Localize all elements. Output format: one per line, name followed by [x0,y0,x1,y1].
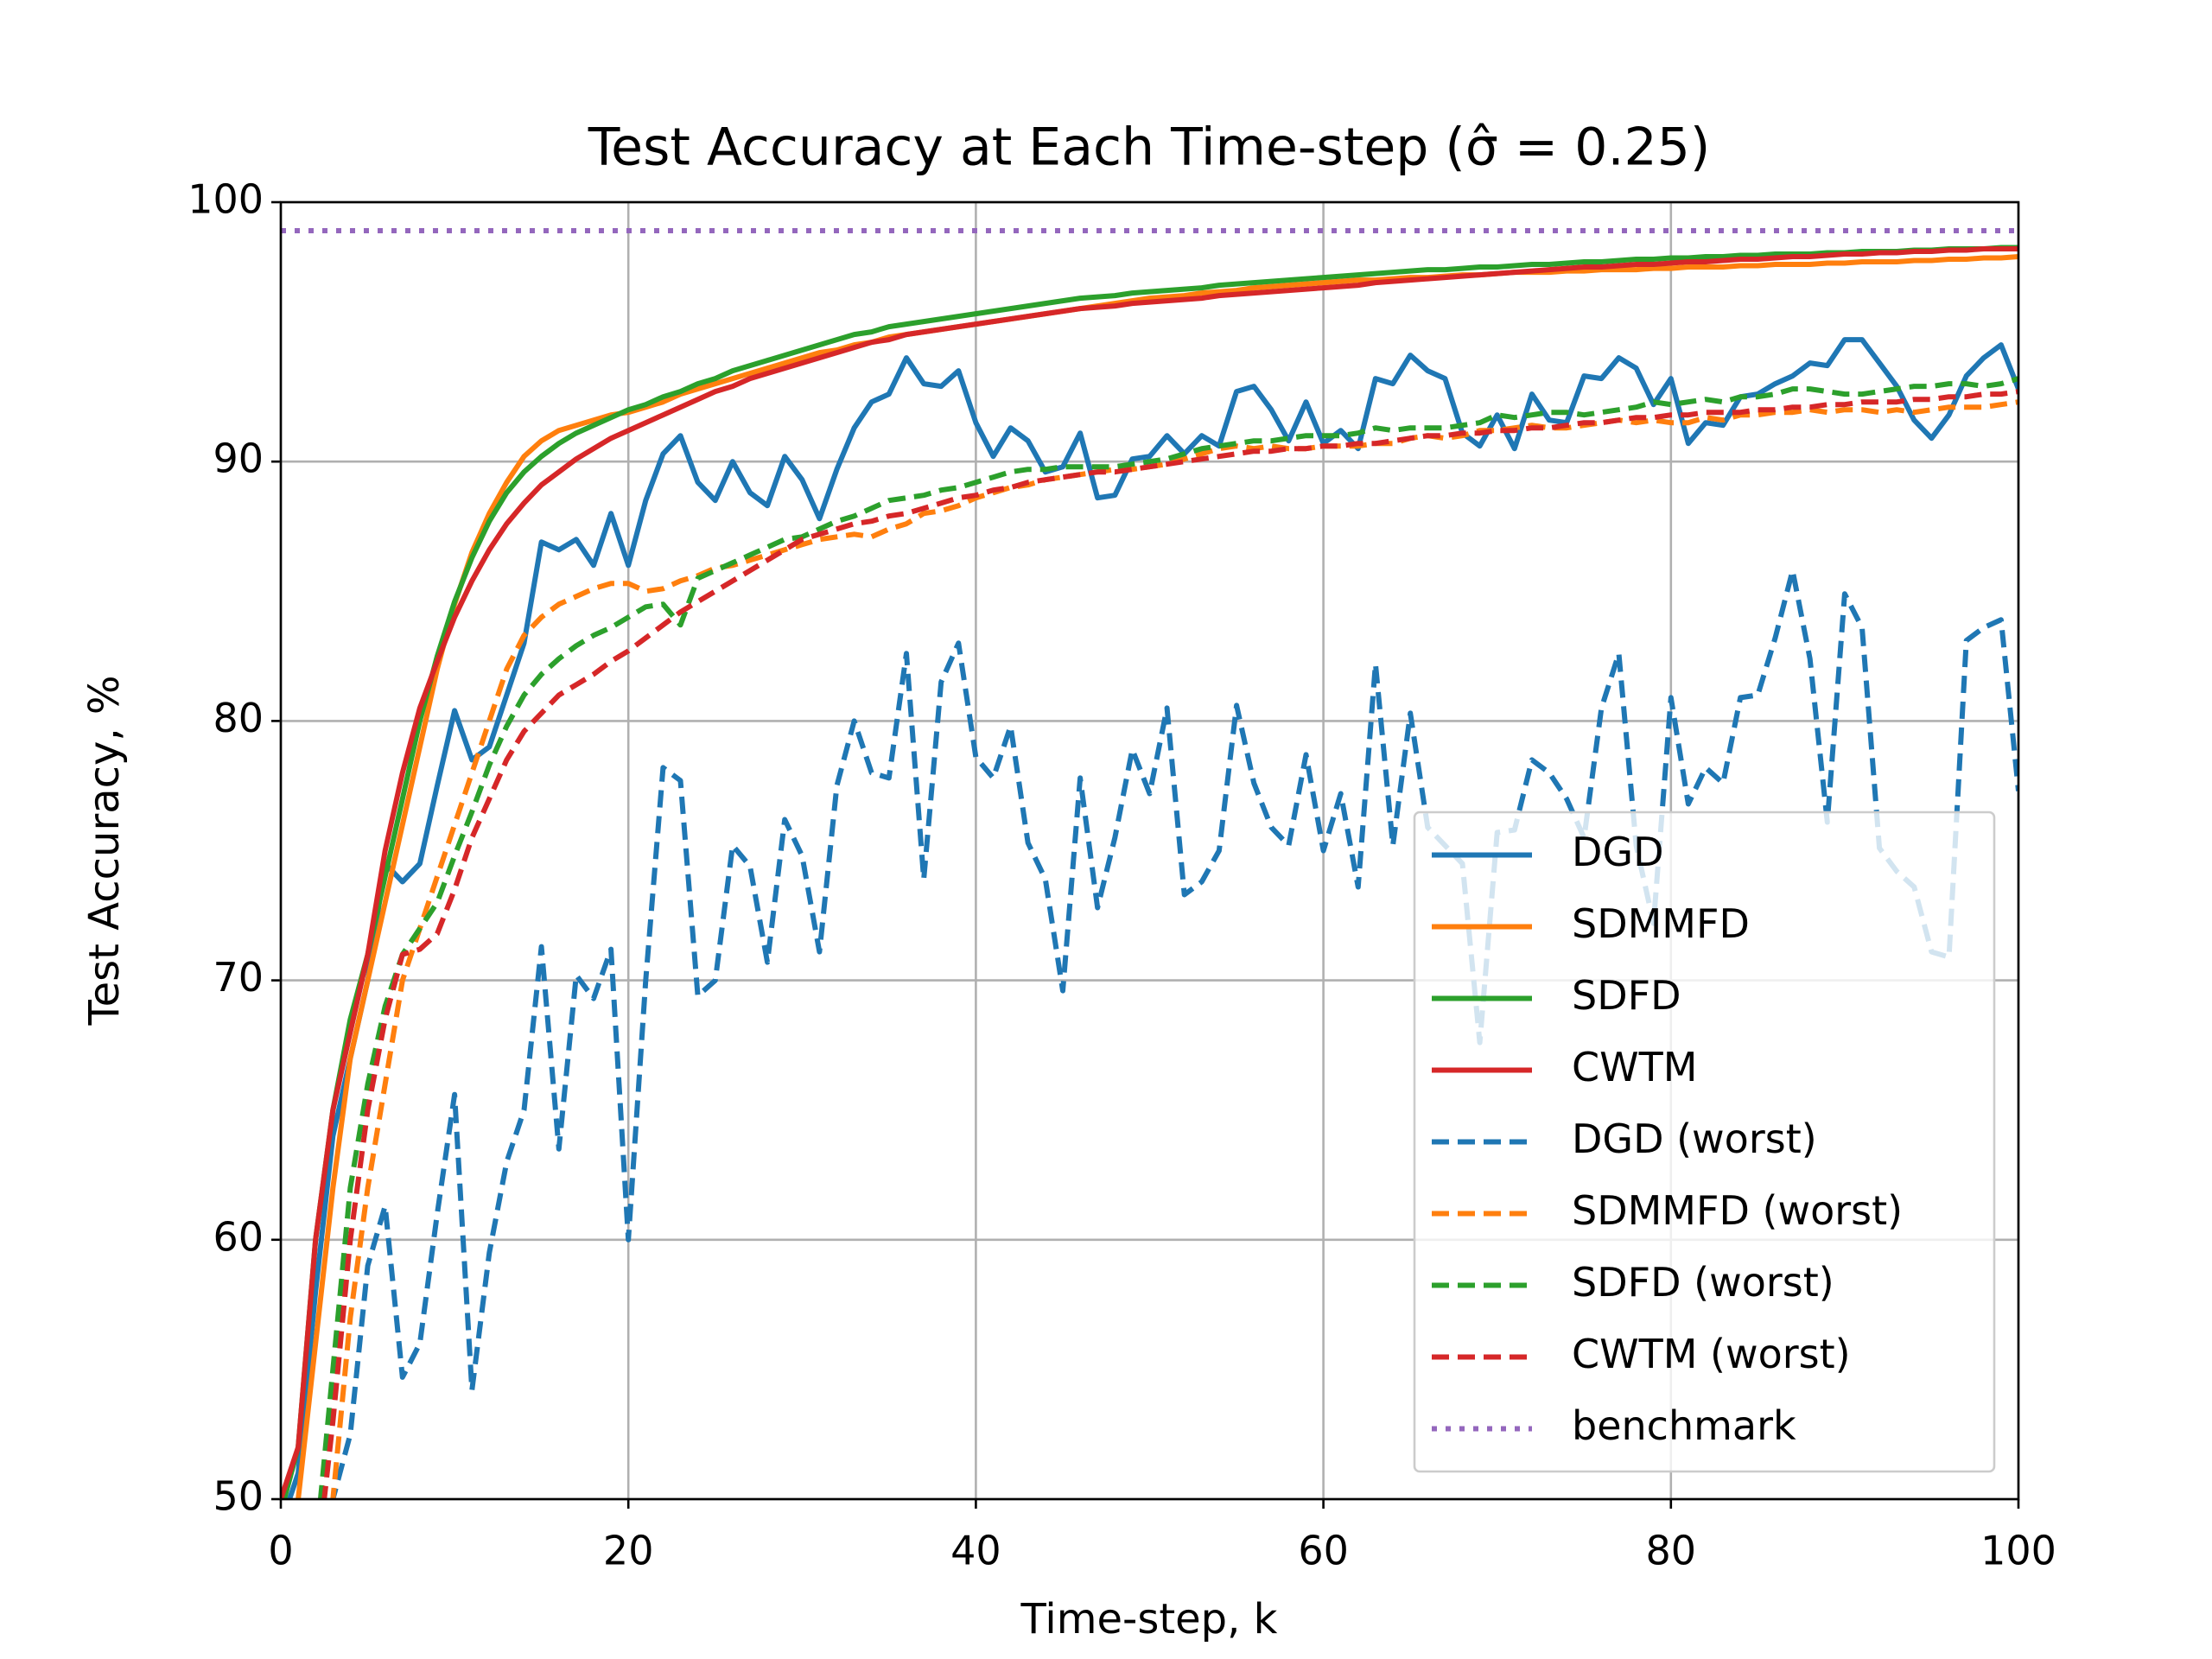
x-tick-label: 40 [950,1528,1001,1574]
legend-label: SDFD [1572,972,1681,1019]
series-line [330,568,2018,1499]
x-tick-label: 20 [603,1528,654,1574]
y-tick-label: 80 [213,695,264,741]
y-tick-label: 100 [188,176,264,223]
series-line [281,245,2018,1499]
legend-label: SDFD (worst) [1572,1259,1834,1306]
legend-label: SDMMFD (worst) [1572,1187,1903,1234]
axes-frame [279,200,2020,1501]
x-tick-label: 0 [268,1528,293,1574]
legend-label: benchmark [1572,1402,1796,1449]
x-tick-label: 80 [1646,1528,1697,1574]
plot-area [281,228,2018,1499]
legend-label: SDMMFD [1572,900,1750,947]
y-tick-label: 90 [213,435,264,482]
series-line [317,376,2018,1499]
series-line [295,254,2018,1499]
legend-label: DGD (worst) [1572,1116,1817,1162]
y-axis-label: Test Accuracy, % [80,675,129,1026]
legend-label: CWTM (worst) [1572,1331,1851,1377]
legend-label: DGD [1572,829,1664,875]
series-line [321,389,2018,1499]
x-tick-label: 60 [1298,1528,1349,1574]
legend-box [1413,810,1996,1473]
legend: DGD SDMMFD SDFD CWTM DGD (worst) SDMMFD (wors… [1413,810,1996,1473]
y-tick-label: 50 [213,1473,264,1520]
y-tick-label: 70 [213,954,264,1001]
x-axis-label: Time-step, k [1020,1595,1278,1643]
series-line [281,246,2018,1499]
x-tick-label: 100 [1980,1528,2056,1574]
legend-label: CWTM [1572,1044,1697,1090]
series-line [286,337,2018,1499]
y-tick-label: 60 [213,1213,264,1260]
chart-title: Test Accuracy at Each Time-step (σ̂ = 0.… [588,118,1711,178]
